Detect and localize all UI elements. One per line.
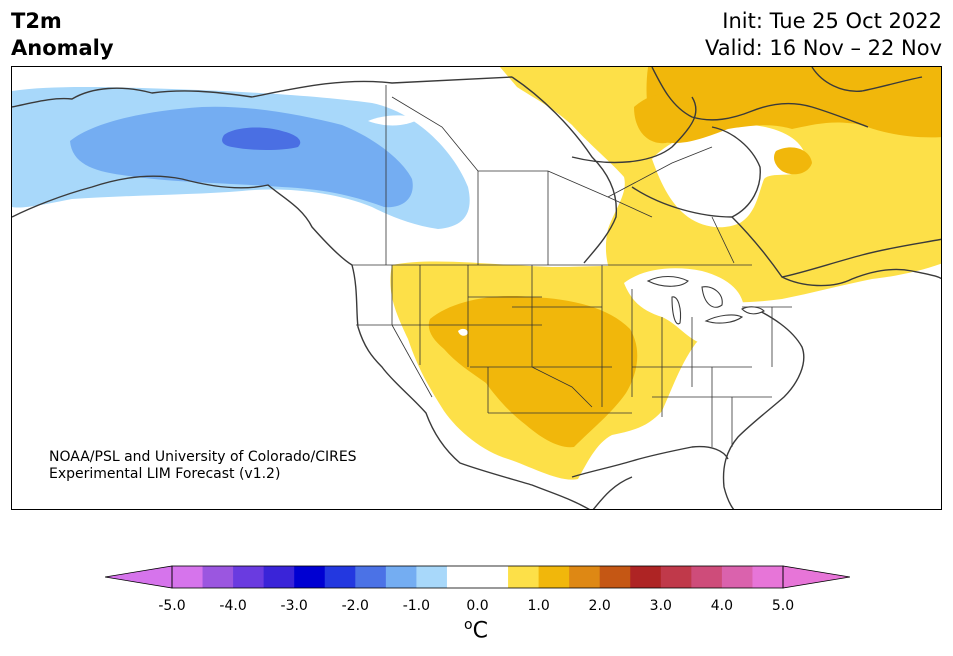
valid-period: Valid: 16 Nov – 22 Nov — [705, 36, 942, 60]
colorbar-tick-label: 0.0 — [466, 598, 489, 614]
colorbar-cell — [599, 566, 631, 588]
colorbar-cell — [233, 566, 265, 588]
colorbar-cell — [660, 566, 692, 588]
credit-line-2: Experimental LIM Forecast (v1.2) — [49, 466, 281, 482]
colorbar-over-arrow — [782, 565, 850, 589]
colorbar-outline — [171, 565, 784, 589]
unit-prefix: o — [464, 617, 473, 633]
colorbar-cell — [385, 566, 417, 588]
colorbar-cell — [263, 566, 295, 588]
neutral-hudson-bay — [652, 124, 806, 228]
warm-anomaly-baffin-core — [646, 67, 941, 144]
political-boundaries — [352, 85, 792, 447]
colorbar-cell — [294, 566, 326, 588]
map-svg — [12, 67, 941, 509]
coastlines — [12, 67, 941, 509]
colorbar-cell — [569, 566, 601, 588]
colorbar — [105, 565, 850, 589]
colorbar-cell — [355, 566, 387, 588]
colorbar-cell — [446, 566, 478, 588]
colorbar-tick-label: 2.0 — [588, 598, 611, 614]
warm-anomaly-baffin-island — [634, 94, 690, 144]
cold-anomaly-dark — [222, 127, 301, 150]
warm-anomaly-plains-core — [428, 295, 638, 448]
colorbar-cell — [630, 566, 662, 588]
colorbar-cell — [324, 566, 356, 588]
colorbar-tick-label: -5.0 — [158, 598, 186, 614]
colorbar-cell — [691, 566, 723, 588]
colorbar-tick-label: -1.0 — [402, 598, 431, 614]
cold-anomaly-gap — [368, 115, 420, 126]
neutral-utah-spot — [458, 328, 468, 336]
title-line-2: Anomaly — [11, 36, 114, 60]
colorbar-cells — [172, 566, 784, 588]
credit-line-1: NOAA/PSL and University of Colorado/CIRE… — [49, 449, 357, 465]
map-title: T2m Anomaly — [11, 8, 114, 62]
cold-anomaly-medium — [70, 106, 413, 208]
colorbar-cell — [721, 566, 753, 588]
colorbar-under-arrow — [105, 565, 173, 589]
great-lakes — [646, 275, 765, 325]
colorbar-cell — [172, 566, 204, 588]
colorbar-tick-label: 1.0 — [527, 598, 550, 614]
colorbar-cell — [202, 566, 234, 588]
init-date: Init: Tue 25 Oct 2022 — [722, 9, 942, 33]
anomaly-map — [11, 66, 942, 510]
colorbar-tick-label: 3.0 — [649, 598, 672, 614]
colorbar-tick-label: -4.0 — [219, 598, 247, 614]
neutral-great-lakes — [624, 268, 745, 343]
colorbar-tick-label: 4.0 — [710, 598, 734, 614]
title-line-1: T2m — [11, 9, 62, 33]
colorbar-tick-label: 5.0 — [771, 598, 795, 614]
colorbar-cell — [508, 566, 540, 588]
colorbar-tick-label: -2.0 — [341, 598, 369, 614]
warm-anomaly-quebec-core — [774, 147, 812, 175]
colorbar-cell — [752, 566, 784, 588]
colorbar-tick-label: -3.0 — [280, 598, 308, 614]
colorbar-unit: oC — [464, 617, 488, 643]
colorbar-cell — [477, 566, 509, 588]
colorbar-cell — [416, 566, 448, 588]
forecast-dates: Init: Tue 25 Oct 2022 Valid: 16 Nov – 22… — [705, 8, 942, 62]
unit-symbol: C — [472, 618, 488, 644]
colorbar-cell — [538, 566, 570, 588]
credit-text: NOAA/PSL and University of Colorado/CIRE… — [49, 449, 357, 483]
